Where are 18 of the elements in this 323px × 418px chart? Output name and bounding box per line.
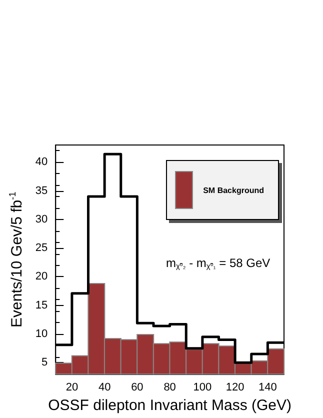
x-tick-label: 40 <box>98 382 111 394</box>
y-tick-label: 5 <box>42 356 48 369</box>
x-tick-label: 80 <box>164 382 176 394</box>
x-tick-label: 100 <box>193 382 212 394</box>
x-axis-title: OSSF dilepton Invariant Mass (GeV) <box>48 397 292 414</box>
y-tick-label: 15 <box>35 299 48 312</box>
x-tick-label: 120 <box>226 382 244 394</box>
y-tick-label: 10 <box>35 328 48 340</box>
y-tick-label: 35 <box>35 184 48 197</box>
x-tick-label: 20 <box>66 382 78 394</box>
y-tick-label: 40 <box>35 156 48 168</box>
y-tick-label: 25 <box>35 242 48 254</box>
y-tick-label: 20 <box>35 270 48 283</box>
y-axis-title: Events/10 Gev/5 fb-1 <box>8 192 26 328</box>
x-tick-label: 140 <box>258 382 277 394</box>
y-tick-label: 30 <box>35 213 48 226</box>
legend-box: SM Background <box>166 160 279 220</box>
x-tick-label: 60 <box>131 382 144 394</box>
